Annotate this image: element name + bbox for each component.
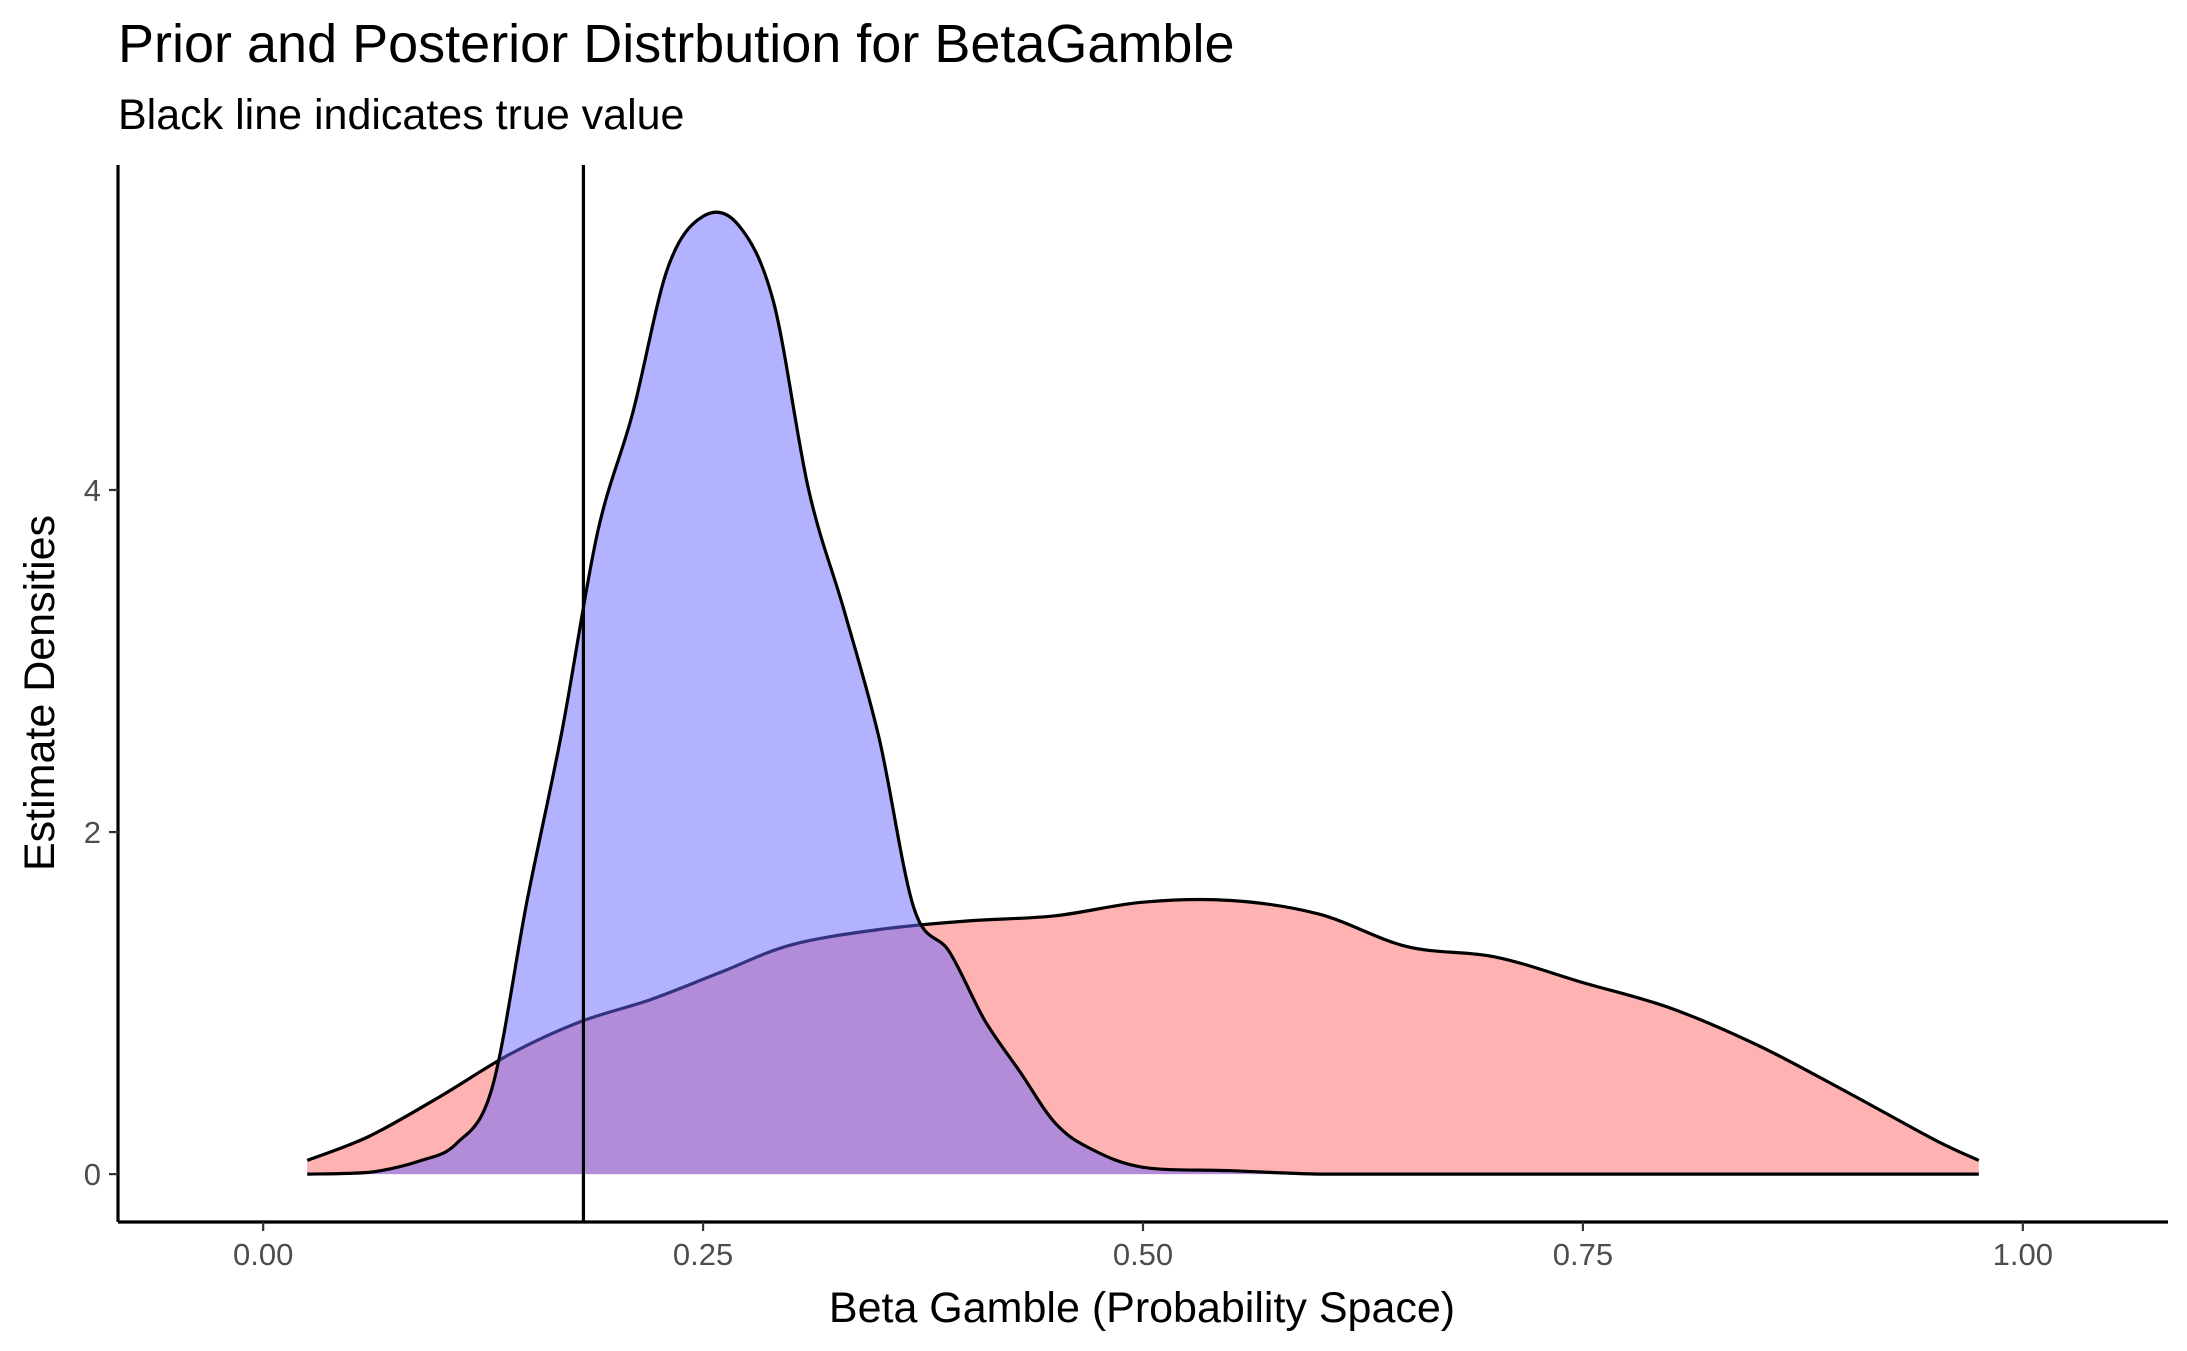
y-axis-title: Estimate Densities (16, 515, 64, 871)
y-tick-label: 4 (84, 473, 101, 508)
x-tick-label: 0.00 (233, 1237, 293, 1272)
y-ticks: 0 2 4 (84, 473, 118, 1192)
chart-title: Prior and Posterior Distrbution for Beta… (118, 14, 1235, 74)
density-area-1 (307, 212, 1979, 1175)
y-tick-label: 0 (84, 1157, 101, 1192)
series-layer (306, 210, 1980, 1176)
density-curve-1 (307, 210, 1979, 1176)
x-ticks: 0.00 0.25 0.50 0.75 1.00 (233, 1222, 2053, 1272)
x-tick-label: 1.00 (1993, 1237, 2053, 1272)
y-tick-label: 2 (84, 815, 101, 850)
x-tick-label: 0.50 (1113, 1237, 1173, 1272)
x-tick-label: 0.25 (673, 1237, 733, 1272)
chart-subtitle: Black line indicates true value (118, 91, 684, 139)
x-axis-title: Beta Gamble (Probability Space) (829, 1284, 1455, 1332)
x-tick-label: 0.75 (1553, 1237, 1613, 1272)
